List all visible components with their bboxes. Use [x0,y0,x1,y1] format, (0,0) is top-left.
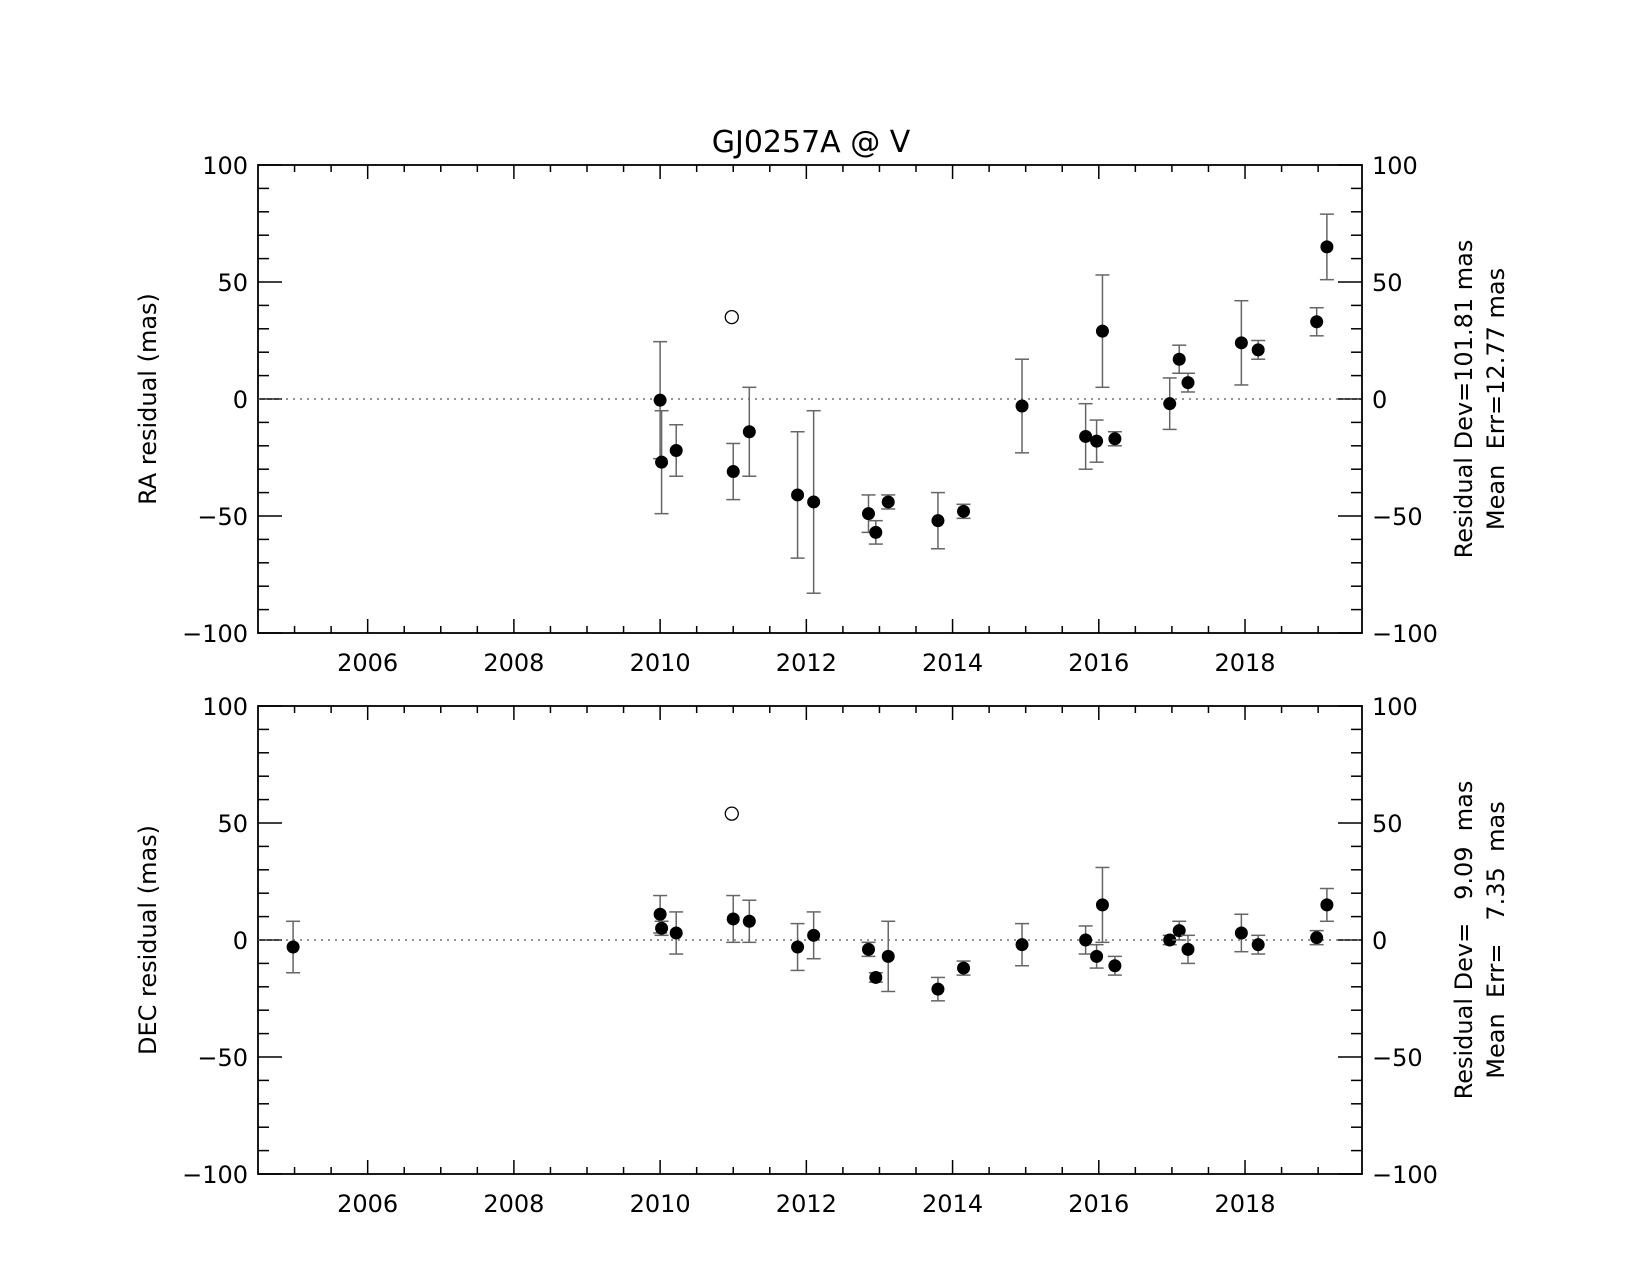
ra-data-point [1310,315,1324,329]
ra-data-point [807,495,821,509]
dec-y-tick-label-right: 50 [1372,810,1403,838]
ra-y-axis-label: RA residual (mas) [134,293,162,505]
dec-y-tick-label: 0 [233,927,248,955]
dec-x-tick-label: 2010 [630,1190,691,1218]
ra-data-point [1172,352,1186,366]
ra-data-point [1181,376,1195,390]
dec-y-axis-label: DEC residual (mas) [134,825,162,1055]
dec-data-point [655,921,669,935]
dec-x-tick-label: 2018 [1214,1190,1275,1218]
ra-data-point [1163,397,1177,411]
ra-x-tick-label: 2018 [1214,649,1275,677]
dec-y-tick-label: −100 [182,1161,248,1189]
ra-stat-line-1: Residual Dev=101.81 mas [1450,240,1478,559]
ra-data-point [1251,343,1265,357]
dec-y-tick-label: 100 [202,693,248,721]
dec-data-point [653,907,667,921]
ra-data-point [881,495,895,509]
ra-y-tick-label: 100 [202,152,248,180]
chart-title: GJ0257A @ V [712,125,911,160]
ra-x-tick-label: 2012 [776,649,837,677]
dec-data-point [861,942,875,956]
ra-y-tick-label-right: 0 [1372,386,1387,414]
ra-data-point [742,425,756,439]
dec-data-point [1163,933,1177,947]
ra-y-tick-label: 0 [233,386,248,414]
ra-data-point [653,393,667,407]
ra-y-tick-label-right: −50 [1372,503,1423,531]
ra-data-point [1320,240,1334,254]
dec-x-tick-label: 2008 [483,1190,544,1218]
ra-residual-panel: 2006 2008 2010 2012 2014 2016 2018 −100 −100 −50 −… [134,152,1510,677]
ra-y-tick-label: −50 [197,503,248,531]
dec-data-point [1310,931,1324,945]
dec-data-point [726,912,740,926]
ra-data-point [1090,434,1104,448]
dec-data-point [742,914,756,928]
dec-data-point [791,940,805,954]
ra-data-point [957,504,971,518]
dec-residual-panel: 2006 2008 2010 2012 2014 2016 2018 −100 −100 −50 −… [134,693,1510,1218]
ra-data-point [1079,429,1093,443]
dec-x-tick-label: 2014 [922,1190,983,1218]
ra-data-point [869,525,883,539]
ra-data-point [1095,324,1109,338]
ra-outlier-point [724,309,739,325]
dec-data-point [286,940,300,954]
dec-data-point [1108,959,1122,973]
dec-data-point [869,970,883,984]
ra-x-tick-label: 2014 [922,649,983,677]
ra-data-point [655,455,669,469]
ra-data-point [1234,336,1248,350]
dec-y-tick-label-right: 0 [1372,927,1387,955]
dec-y-tick-label: 50 [217,810,248,838]
dec-data-point [1181,942,1195,956]
ra-stat-line-2: Mean Err=12.77 mas [1482,268,1510,530]
dec-data-point [1251,938,1265,952]
ra-data-point [1015,399,1029,413]
ra-y-tick-label-right: −100 [1372,620,1438,648]
dec-stat-line-1: Residual Dev= 9.09 mas [1450,781,1478,1100]
ra-x-tick-label: 2010 [630,649,691,677]
dec-x-tick-label: 2016 [1068,1190,1129,1218]
dec-outlier-point [724,806,739,821]
dec-data-point [1320,898,1334,912]
dec-y-tick-label-right: −100 [1372,1161,1438,1189]
dec-data-point [1079,933,1093,947]
ra-x-tick-label: 2006 [337,649,398,677]
dec-data-point [1015,938,1029,952]
ra-data-point [669,443,683,457]
dec-y-tick-label-right: −50 [1372,1044,1423,1072]
ra-data-point [1108,432,1122,446]
dec-data-point [1095,898,1109,912]
ra-x-tick-label: 2008 [483,649,544,677]
dec-x-tick-label: 2012 [776,1190,837,1218]
dec-data-point [1090,949,1104,963]
dec-stat-line-2: Mean Err= 7.35 mas [1482,801,1510,1078]
ra-y-tick-label: 50 [217,269,248,297]
dec-y-tick-label: −50 [197,1044,248,1072]
ra-y-tick-label-right: 100 [1372,152,1418,180]
dec-data-point [957,961,971,975]
dec-data-point [1234,926,1248,940]
ra-data-point [861,507,875,521]
dec-data-point [881,949,895,963]
dec-data-point [669,926,683,940]
dec-y-tick-label-right: 100 [1372,693,1418,721]
dec-data-point [807,928,821,942]
ra-data-point [726,465,740,479]
ra-y-tick-label-right: 50 [1372,269,1403,297]
dec-data-point [931,982,945,996]
ra-x-tick-label: 2016 [1068,649,1129,677]
ra-data-point [931,514,945,528]
ra-y-tick-label: −100 [182,620,248,648]
dec-x-tick-label: 2006 [337,1190,398,1218]
ra-data-point [791,488,805,502]
dec-data-point [1172,924,1186,938]
